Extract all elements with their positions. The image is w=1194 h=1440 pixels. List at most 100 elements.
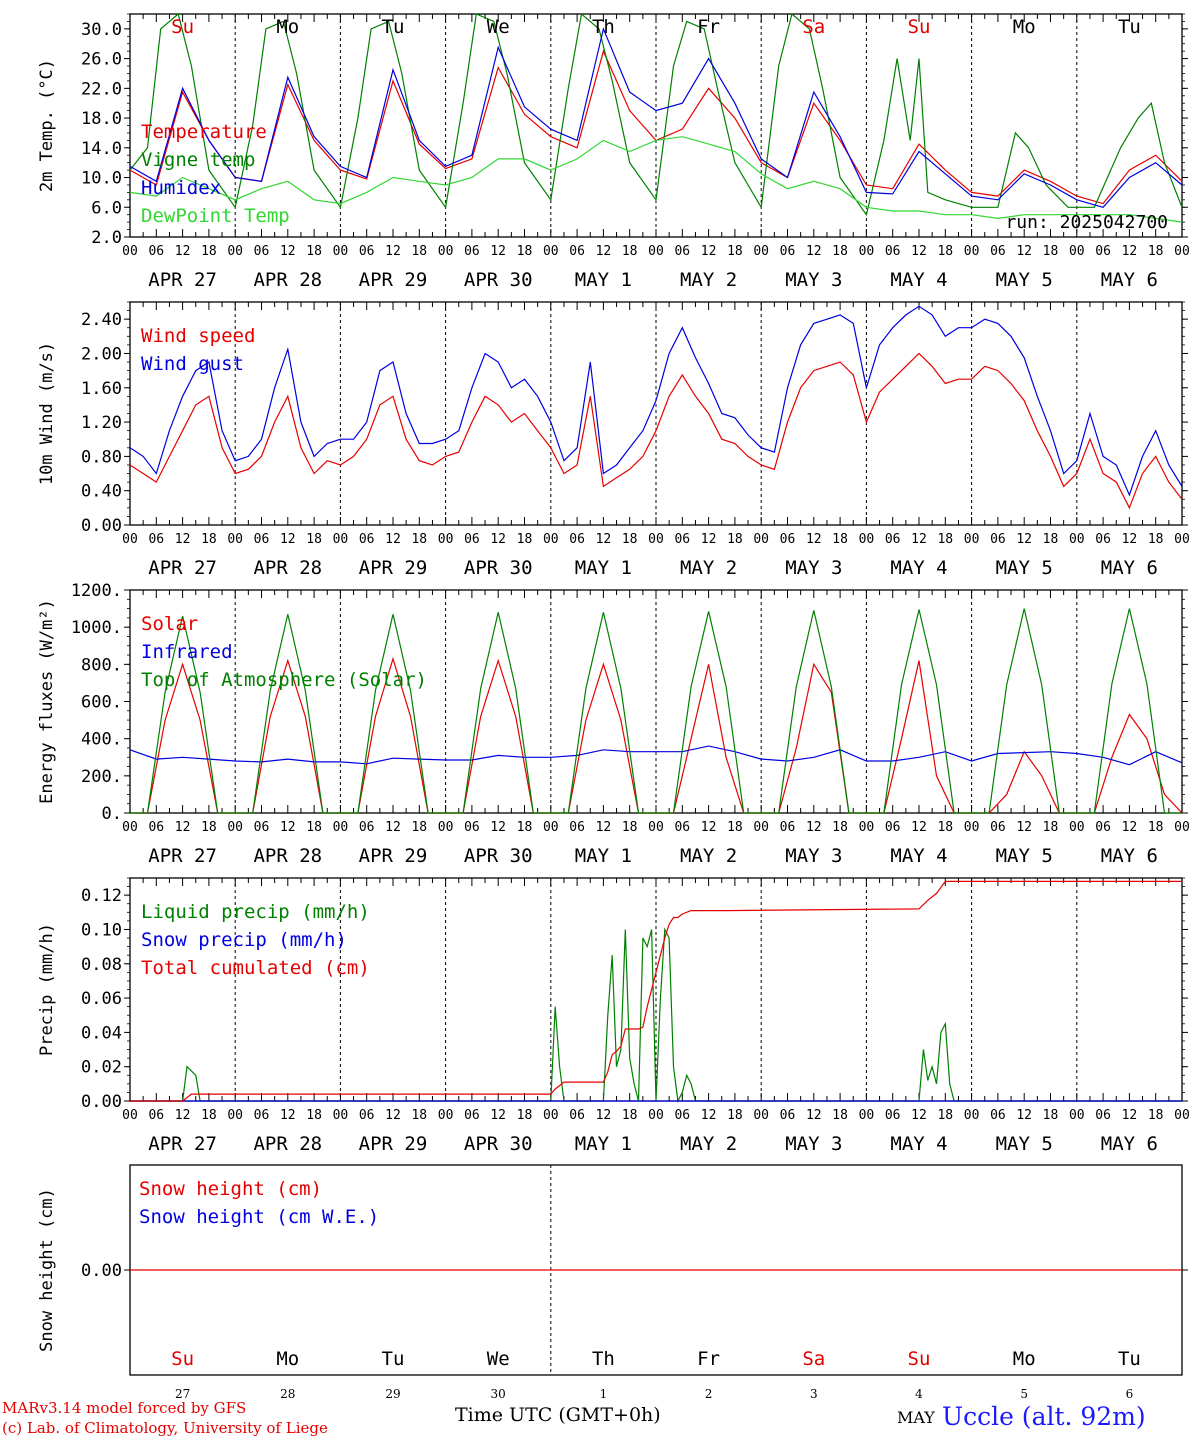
hour-tick-label: 00: [333, 820, 349, 835]
date-label: MAY 3: [785, 1133, 842, 1155]
hour-tick-label: 06: [148, 1108, 164, 1123]
hour-tick-label: 06: [990, 1108, 1006, 1123]
hour-tick-label: 00: [438, 532, 454, 547]
hour-tick-label: 06: [359, 1108, 375, 1123]
weekday-label: Mo: [1013, 1348, 1036, 1370]
hour-tick-label: 12: [1122, 1108, 1138, 1123]
hour-tick-label: 12: [385, 244, 401, 259]
date-label: MAY 6: [1101, 1133, 1158, 1155]
hour-tick-label: 06: [254, 532, 270, 547]
legend-entry: Temperature: [141, 121, 267, 143]
run-label: run: 2025042700: [1005, 212, 1168, 233]
y-tick-label: 10.0: [81, 169, 122, 189]
y-tick-label: 14.0: [81, 139, 122, 159]
hour-tick-label: 18: [937, 1108, 953, 1123]
hour-tick-label: 00: [859, 820, 875, 835]
hour-tick-label: 06: [1095, 1108, 1111, 1123]
panel-frame-1: [129, 13, 1183, 238]
hour-tick-label: 12: [701, 244, 717, 259]
date-label: APR 29: [359, 1133, 428, 1155]
x-axis-title: Time UTC (GMT+0h): [455, 1404, 661, 1426]
date-label: APR 30: [464, 845, 533, 867]
day-number-label: 4: [915, 1387, 923, 1401]
y-tick-label: 400.: [81, 730, 122, 750]
series-line-wind-speed: [129, 352, 1183, 510]
hour-tick-label: 00: [438, 820, 454, 835]
hour-tick-label: 18: [1043, 532, 1059, 547]
weekday-label: Tu: [1118, 16, 1141, 38]
hour-tick-label: 00: [753, 1108, 769, 1123]
date-label: MAY 5: [996, 269, 1053, 291]
hour-tick-label: 06: [990, 820, 1006, 835]
legend-entry: Wind speed: [141, 325, 255, 347]
hour-tick-label: 06: [148, 244, 164, 259]
hour-tick-label: 18: [411, 532, 427, 547]
date-label: MAY 6: [1101, 557, 1158, 579]
weekday-label: Fr: [697, 1348, 720, 1370]
hour-tick-label: 00: [859, 532, 875, 547]
hour-tick-label: 12: [1016, 532, 1032, 547]
hour-tick-label: 00: [1174, 1108, 1190, 1123]
hour-tick-label: 18: [1148, 532, 1164, 547]
y-tick-label: 200.: [81, 767, 122, 787]
hour-tick-label: 18: [517, 1108, 533, 1123]
hour-tick-label: 00: [648, 244, 664, 259]
hour-tick-label: 00: [964, 820, 980, 835]
date-label: MAY 6: [1101, 269, 1158, 291]
credit-line-2: (c) Lab. of Climatology, University of L…: [2, 1419, 328, 1437]
legend-entry: Wind gust: [141, 353, 244, 375]
hour-tick-label: 18: [622, 1108, 638, 1123]
hour-tick-label: 18: [832, 532, 848, 547]
hour-tick-label: 12: [806, 820, 822, 835]
day-number-label: 3: [810, 1387, 818, 1401]
day-number-label: 6: [1126, 1387, 1134, 1401]
hour-tick-label: 12: [385, 532, 401, 547]
hour-tick-label: 12: [490, 532, 506, 547]
hour-tick-label: 18: [1043, 820, 1059, 835]
hour-tick-label: 06: [254, 244, 270, 259]
weekday-label: Sa: [802, 16, 825, 38]
hour-tick-label: 06: [569, 820, 585, 835]
y-axis-label: 10m Wind (m/s): [37, 342, 57, 485]
hour-tick-label: 06: [464, 244, 480, 259]
hour-tick-label: 18: [1043, 1108, 1059, 1123]
series-line-vigne-temp: [129, 12, 1183, 217]
y-tick-label: 2.0: [91, 228, 122, 248]
hour-tick-label: 06: [464, 532, 480, 547]
date-label: APR 27: [148, 1133, 217, 1155]
hour-tick-label: 12: [1016, 820, 1032, 835]
date-label: MAY 1: [575, 557, 632, 579]
date-label: APR 30: [464, 557, 533, 579]
hour-tick-label: 18: [201, 1108, 217, 1123]
y-tick-label: 18.0: [81, 109, 122, 129]
hour-tick-label: 06: [885, 1108, 901, 1123]
hour-tick-label: 06: [359, 820, 375, 835]
legend-entry: Snow precip (mm/h): [141, 929, 347, 951]
hour-tick-label: 18: [832, 1108, 848, 1123]
date-label: APR 29: [359, 845, 428, 867]
hour-tick-label: 00: [1069, 1108, 1085, 1123]
hour-tick-label: 06: [780, 244, 796, 259]
series-line-top-of-atmosphere-solar-: [130, 608, 1182, 814]
hour-tick-label: 18: [306, 1108, 322, 1123]
y-tick-label: 0.02: [81, 1058, 122, 1078]
weekday-label: We: [487, 1348, 510, 1370]
hour-tick-label: 00: [543, 1108, 559, 1123]
legend-entry: Total cumulated (cm): [141, 957, 370, 979]
hour-tick-label: 06: [674, 532, 690, 547]
hour-tick-label: 18: [832, 820, 848, 835]
hour-tick-label: 00: [1069, 820, 1085, 835]
date-label: APR 27: [148, 269, 217, 291]
legend-entry: Humidex: [141, 177, 221, 199]
date-label: APR 27: [148, 845, 217, 867]
hour-tick-label: 18: [517, 820, 533, 835]
day-number-label: 2: [705, 1387, 713, 1401]
legend-entry: Liquid precip (mm/h): [141, 901, 370, 923]
hour-tick-label: 12: [280, 820, 296, 835]
y-tick-label: 0.10: [81, 920, 122, 940]
date-label: MAY 2: [680, 1133, 737, 1155]
hour-tick-label: 00: [227, 1108, 243, 1123]
hour-tick-label: 06: [359, 244, 375, 259]
y-tick-label: 2.00: [81, 344, 122, 364]
date-label: MAY 6: [1101, 845, 1158, 867]
